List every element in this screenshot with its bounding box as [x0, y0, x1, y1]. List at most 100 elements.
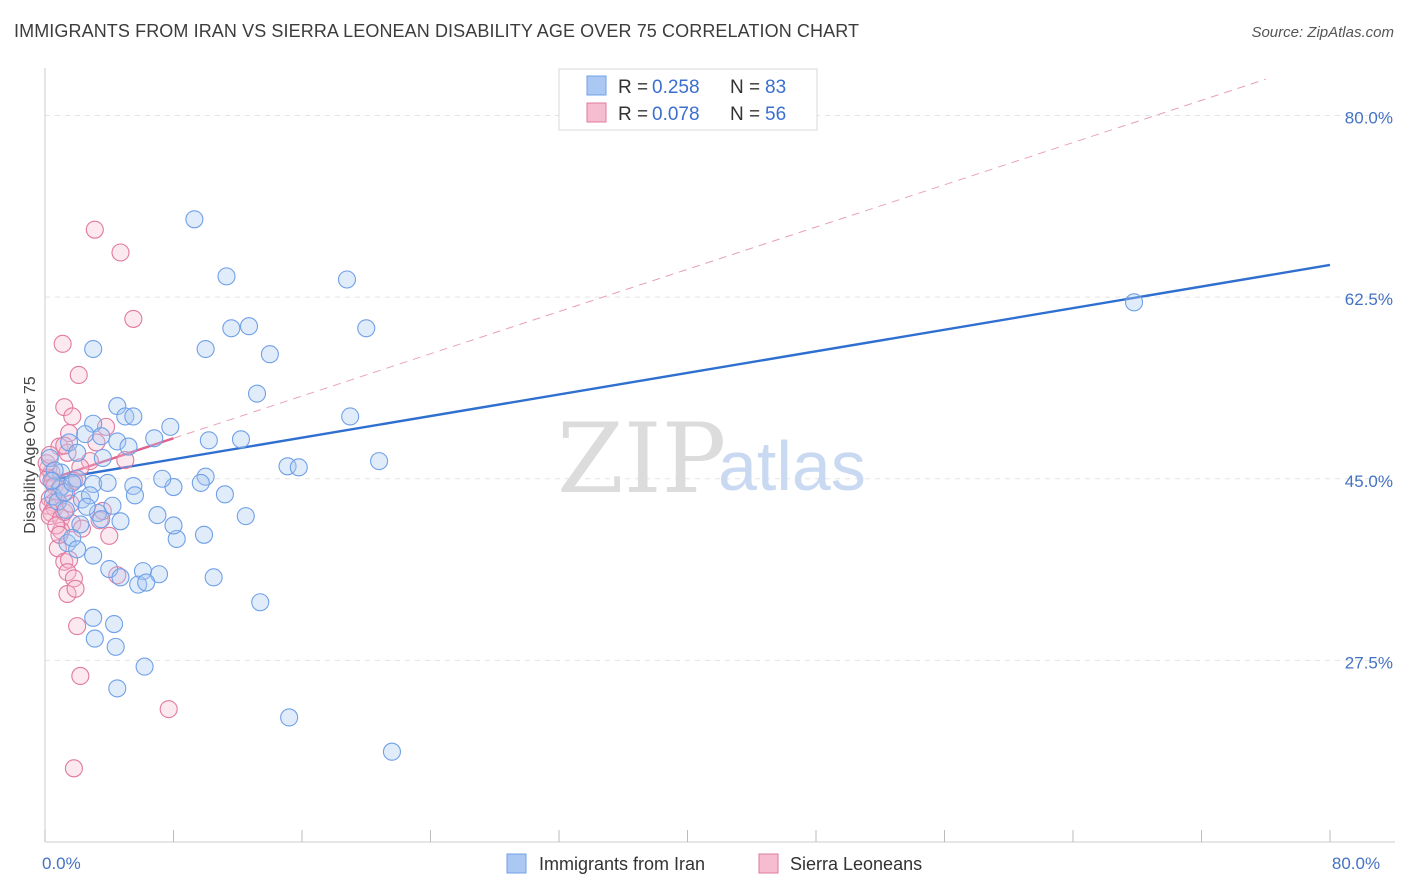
data-point: [124, 309, 143, 328]
data-point: [236, 507, 255, 526]
data-point: [103, 496, 122, 515]
data-point: [196, 339, 215, 359]
data-point: [251, 593, 270, 612]
data-point: [45, 461, 64, 480]
data-point: [85, 629, 104, 648]
data-point: [68, 540, 87, 559]
data-point: [63, 528, 82, 547]
data-point: [69, 365, 88, 385]
trendline: [44, 263, 1331, 483]
data-point: [124, 407, 143, 426]
chart-title: IMMIGRANTS FROM IRAN VS SIERRA LEONEAN D…: [14, 21, 860, 41]
data-point: [108, 679, 127, 698]
data-point: [84, 339, 103, 359]
data-point: [80, 486, 100, 505]
data-point: [199, 431, 218, 450]
data-point: [58, 534, 77, 553]
data-point: [215, 485, 234, 504]
data-point: [42, 471, 61, 490]
data-point: [149, 565, 169, 584]
data-point: [68, 443, 87, 462]
legend-sierra-n-value: 56: [765, 104, 786, 125]
data-point: [194, 525, 214, 544]
data-point: [357, 319, 376, 338]
x-tick-label: 80.0%: [1332, 854, 1380, 873]
data-point: [92, 510, 111, 529]
data-point: [289, 458, 308, 477]
bottom-legend: Immigrants from Iran Sierra Leoneans: [506, 853, 922, 874]
data-point: [76, 425, 95, 444]
data-point: [370, 452, 389, 471]
data-point: [100, 526, 119, 545]
data-point: [84, 608, 103, 627]
data-point: [108, 432, 127, 451]
data-point: [135, 657, 154, 676]
data-point: [159, 700, 178, 719]
trendline: [44, 437, 174, 482]
data-point: [280, 708, 299, 727]
data-point: [260, 345, 279, 364]
grid-lines: [45, 115, 1395, 661]
data-point: [64, 759, 83, 778]
data-point: [137, 573, 156, 592]
data-point: [71, 666, 90, 685]
legend-iran-n-value: 83: [765, 77, 786, 98]
data-point: [153, 469, 172, 488]
tick-labels: 27.5% 45.0% 62.5% 80.0% 0.0% 80.0%: [42, 109, 1393, 873]
data-point: [382, 742, 402, 761]
data-point: [105, 615, 124, 634]
data-point: [63, 473, 82, 492]
data-point: [53, 334, 72, 353]
data-point: [77, 497, 96, 516]
y-axis-label: Disability Age Over 75: [22, 376, 39, 534]
data-point: [56, 500, 75, 519]
data-point: [239, 317, 259, 336]
data-point: [164, 516, 183, 535]
data-point: [341, 407, 360, 426]
legend: R = 0.258 N = 83 R = 0.078 N = 56: [558, 68, 818, 131]
y-tick-label: 45.0%: [1345, 472, 1393, 491]
data-points: [37, 210, 1144, 778]
bottom-legend-swatch-sierra: [758, 853, 779, 874]
data-point: [66, 579, 85, 598]
legend-sierra-r-value: 0.078: [652, 104, 700, 125]
data-point: [63, 407, 82, 426]
legend-iran-n-label: N =: [730, 77, 760, 98]
legend-sierra-n-label: N =: [730, 104, 760, 125]
watermark-zip: ZIP: [557, 403, 726, 515]
y-tick-label: 80.0%: [1345, 109, 1393, 128]
data-point: [84, 546, 103, 565]
legend-iran-r-value: 0.258: [652, 77, 700, 98]
data-point: [119, 437, 138, 456]
data-point: [125, 486, 144, 505]
data-point: [40, 507, 59, 526]
trendline: [173, 78, 1266, 439]
data-point: [43, 487, 63, 506]
data-point: [185, 210, 204, 229]
bottom-legend-swatch-iran: [506, 853, 527, 874]
data-point: [98, 473, 117, 492]
data-point: [124, 476, 143, 496]
data-point: [167, 529, 186, 549]
data-point: [92, 427, 111, 446]
legend-sierra-r-label: R =: [618, 104, 648, 125]
data-point: [71, 515, 90, 534]
data-point: [161, 417, 180, 436]
legend-swatch-sierra: [586, 102, 607, 123]
data-point: [145, 429, 164, 448]
y-tick-label: 27.5%: [1345, 653, 1393, 672]
data-point: [106, 637, 125, 656]
data-point: [111, 243, 130, 262]
x-tick-label: 0.0%: [42, 854, 81, 873]
data-point: [196, 467, 215, 486]
data-point: [222, 319, 241, 338]
source-label: Source: ZipAtlas.com: [1251, 24, 1394, 41]
bottom-legend-label-sierra: Sierra Leoneans: [790, 854, 922, 874]
legend-swatch-iran: [586, 75, 607, 96]
data-point: [337, 270, 357, 289]
data-point: [84, 474, 103, 493]
data-point: [85, 220, 104, 239]
data-point: [191, 473, 210, 492]
legend-iran-r-label: R =: [618, 77, 648, 98]
